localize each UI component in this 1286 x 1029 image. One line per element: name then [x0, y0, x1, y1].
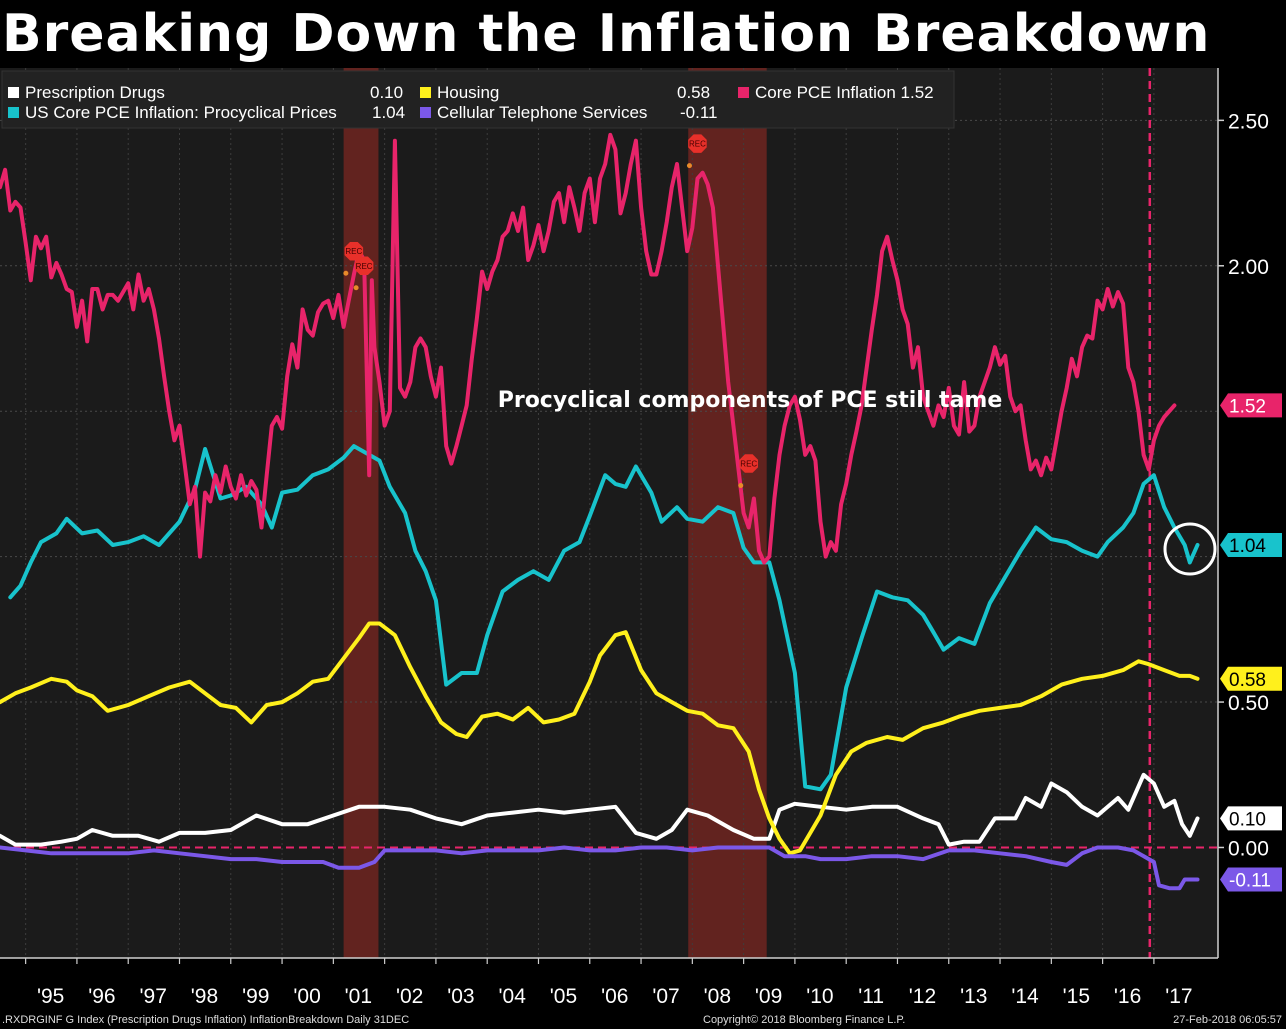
y-tick-label: 0.00 [1228, 837, 1269, 860]
chart-area: REC REC REC REC Procyclical components of P… [0, 68, 1282, 1008]
last-value-tag-procyclical: 1.04 [1220, 532, 1282, 557]
x-tick-label: '01 [345, 985, 372, 1008]
x-tick-label: '17 [1165, 985, 1192, 1008]
x-tick-label: '99 [242, 985, 269, 1008]
x-tick-label: '07 [652, 985, 679, 1008]
last-value-tag-label: 0.58 [1229, 670, 1266, 691]
last-value-tag-cellular: -0.11 [1220, 867, 1282, 892]
legend-box [1, 70, 955, 129]
rec-marker-label: REC [345, 247, 362, 256]
rec-marker-shape [354, 256, 374, 275]
legend-label-cellular: Cellular Telephone Services [437, 103, 647, 122]
footer-source: .RXDRGINF G Index (Prescription Drugs In… [2, 1014, 410, 1026]
legend-label-housing: Housing [437, 83, 499, 102]
rec-marker-shape [344, 242, 364, 261]
rec-marker-dot [686, 163, 692, 169]
x-tick-label: '02 [396, 985, 423, 1008]
legend-swatch-procyclical [8, 107, 19, 118]
x-tick-label: '08 [704, 985, 731, 1008]
y-tick-label: 2.00 [1228, 256, 1269, 279]
last-value-tag-shape [1220, 867, 1282, 892]
legend-swatch-prescription [8, 87, 19, 98]
rec-marker-label: REC [689, 140, 706, 149]
legend-label-core_pce: Core PCE Inflation 1.52 [755, 83, 934, 102]
legend-label-prescription: Prescription Drugs [25, 83, 165, 102]
rec-marker-label: REC [740, 460, 757, 469]
x-tick-label: '04 [499, 985, 527, 1008]
x-tick-label: '96 [88, 985, 115, 1008]
last-value-tag-housing: 0.58 [1220, 666, 1282, 691]
last-value-tag-label: 1.04 [1229, 536, 1266, 557]
rec-marker-dot [343, 270, 349, 276]
x-tick-label: '06 [601, 985, 628, 1008]
last-value-tag-label: -0.11 [1229, 870, 1271, 891]
chart-title: Breaking Down the Inflation Breakdown [2, 4, 1211, 64]
x-tick-label: '05 [550, 985, 577, 1008]
last-value-tag-shape [1220, 806, 1282, 831]
rec-marker-dot [353, 285, 359, 291]
series-line-core_pce [0, 132, 1177, 565]
legend-swatch-core_pce [738, 87, 749, 98]
last-value-tag-label: 1.52 [1229, 396, 1266, 417]
footer-copyright: Copyright© 2018 Bloomberg Finance L.P. [703, 1014, 906, 1026]
x-tick-label: '11 [858, 985, 884, 1008]
x-tick-label: '14 [1011, 985, 1039, 1008]
rec-marker: REC [686, 134, 707, 169]
rec-marker-dot [738, 483, 744, 489]
axes: 2.50 2.00 0.50 0.00 '95 '96 '97 '98 '99 '00 '01 '02… [0, 68, 1282, 1008]
x-tick-label: '95 [37, 985, 64, 1008]
legend-value-cellular: -0.11 [680, 103, 718, 122]
x-tick-label: '00 [293, 985, 320, 1008]
x-tick-label: '09 [755, 985, 782, 1008]
annotation-text: Procyclical components of PCE still tame [498, 388, 1003, 413]
last-value-tag-core_pce: 1.52 [1220, 393, 1282, 418]
legend-swatch-cellular [420, 107, 431, 118]
y-tick-label: 0.50 [1228, 692, 1269, 715]
rec-marker: REC [353, 256, 374, 291]
rec-marker-shape [688, 134, 707, 153]
legend-swatch-housing [420, 87, 431, 98]
x-tick-label: '03 [447, 985, 474, 1008]
rec-marker: REC [738, 454, 758, 489]
rec-markers: REC REC REC REC [343, 134, 758, 489]
x-tick-label: '12 [909, 985, 936, 1008]
x-tick-label: '97 [140, 985, 167, 1008]
y-tick-label: 2.50 [1228, 110, 1269, 133]
last-value-tag-shape [1220, 532, 1282, 557]
x-tick-label: '10 [806, 985, 833, 1008]
last-value-tag-shape [1220, 666, 1282, 691]
rec-marker: REC [343, 242, 364, 276]
x-tick-label: '13 [960, 985, 987, 1008]
footer-timestamp: 27-Feb-2018 06:05:57 [1173, 1014, 1282, 1026]
legend-value-housing: 0.58 [677, 83, 710, 102]
legend-value-procyclical: 1.04 [372, 103, 405, 122]
legend-label-procyclical: US Core PCE Inflation: Procyclical Price… [25, 103, 337, 122]
rec-marker-label: REC [356, 262, 373, 271]
highlight-circle [1163, 522, 1217, 576]
legend: Prescription Drugs 0.10 Housing 0.58 Core PC… [1, 70, 955, 129]
recession-band-1 [343, 68, 379, 958]
last-value-tag-prescription: 0.10 [1220, 806, 1282, 831]
rec-marker-shape [739, 454, 758, 473]
series-line-housing [0, 621, 1200, 856]
x-tick-label: '98 [191, 985, 218, 1008]
series-lines [0, 132, 1200, 891]
x-tick-label: '16 [1114, 985, 1141, 1008]
series-line-prescription [0, 772, 1200, 847]
legend-value-prescription: 0.10 [370, 83, 403, 102]
series-line-cellular [0, 845, 1200, 891]
series-line-procyclical [8, 444, 1200, 792]
last-value-tag-shape [1220, 393, 1282, 418]
last-value-tag-label: 0.10 [1229, 809, 1266, 830]
x-tick-label: '15 [1063, 985, 1090, 1008]
